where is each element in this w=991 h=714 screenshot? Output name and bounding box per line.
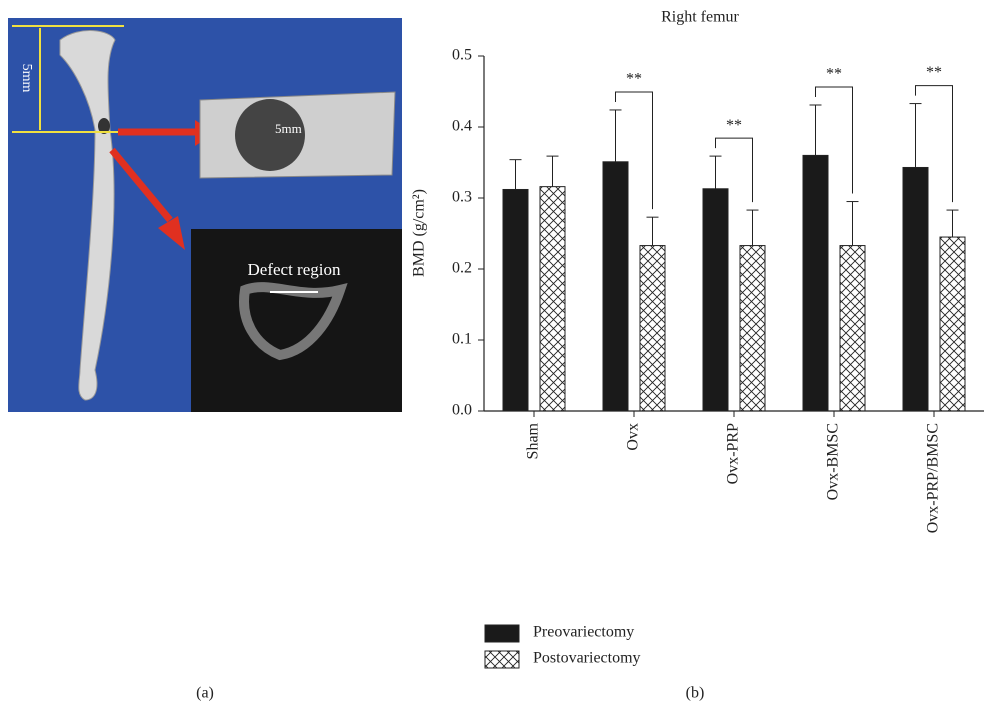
significance-bracket [715, 137, 753, 203]
bar [539, 186, 566, 412]
bar [902, 166, 929, 412]
legend-label: Preovariectomy [533, 624, 634, 641]
bar [802, 154, 829, 412]
panel-a-image: 5mm 5mm Defect region [8, 18, 402, 412]
bar [639, 245, 666, 412]
significance-bracket [915, 85, 953, 203]
y-tick-label: 0.5 [452, 47, 472, 64]
bar [502, 188, 529, 412]
image-label: Defect region [248, 260, 341, 279]
significance-bracket [815, 86, 853, 194]
bar [839, 245, 866, 412]
significance-label: ** [826, 66, 842, 83]
x-tick-label: Sham [525, 422, 542, 459]
y-tick-label: 0.0 [452, 402, 472, 419]
y-tick-label: 0.1 [452, 331, 472, 348]
y-tick-label: 0.2 [452, 260, 472, 277]
image-label: 5mm [19, 64, 34, 93]
image-label: 5mm [275, 121, 302, 136]
bar [939, 236, 966, 412]
y-tick-label: 0.4 [452, 118, 472, 135]
panel-caption: (a) [196, 685, 214, 702]
significance-label: ** [626, 71, 642, 88]
x-tick-label: Ovx-PRP [725, 423, 742, 484]
legend-swatch [484, 624, 520, 643]
bar [739, 245, 766, 412]
x-tick-label: Ovx [625, 423, 642, 451]
chart-title: Right femur [661, 9, 739, 26]
y-axis-label: BMD (g/cm²) [411, 189, 428, 277]
legend-label: Postovariectomy [533, 650, 641, 667]
bar [702, 188, 729, 412]
bar [602, 161, 629, 412]
significance-bracket [615, 91, 653, 210]
significance-label: ** [726, 117, 742, 134]
y-tick-label: 0.3 [452, 189, 472, 206]
significance-label: ** [926, 64, 942, 81]
panel-caption: (b) [686, 685, 705, 702]
x-tick-label: Ovx-BMSC [825, 423, 842, 500]
x-tick-label: Ovx-PRP/BMSC [925, 423, 942, 533]
legend-swatch [484, 650, 520, 669]
